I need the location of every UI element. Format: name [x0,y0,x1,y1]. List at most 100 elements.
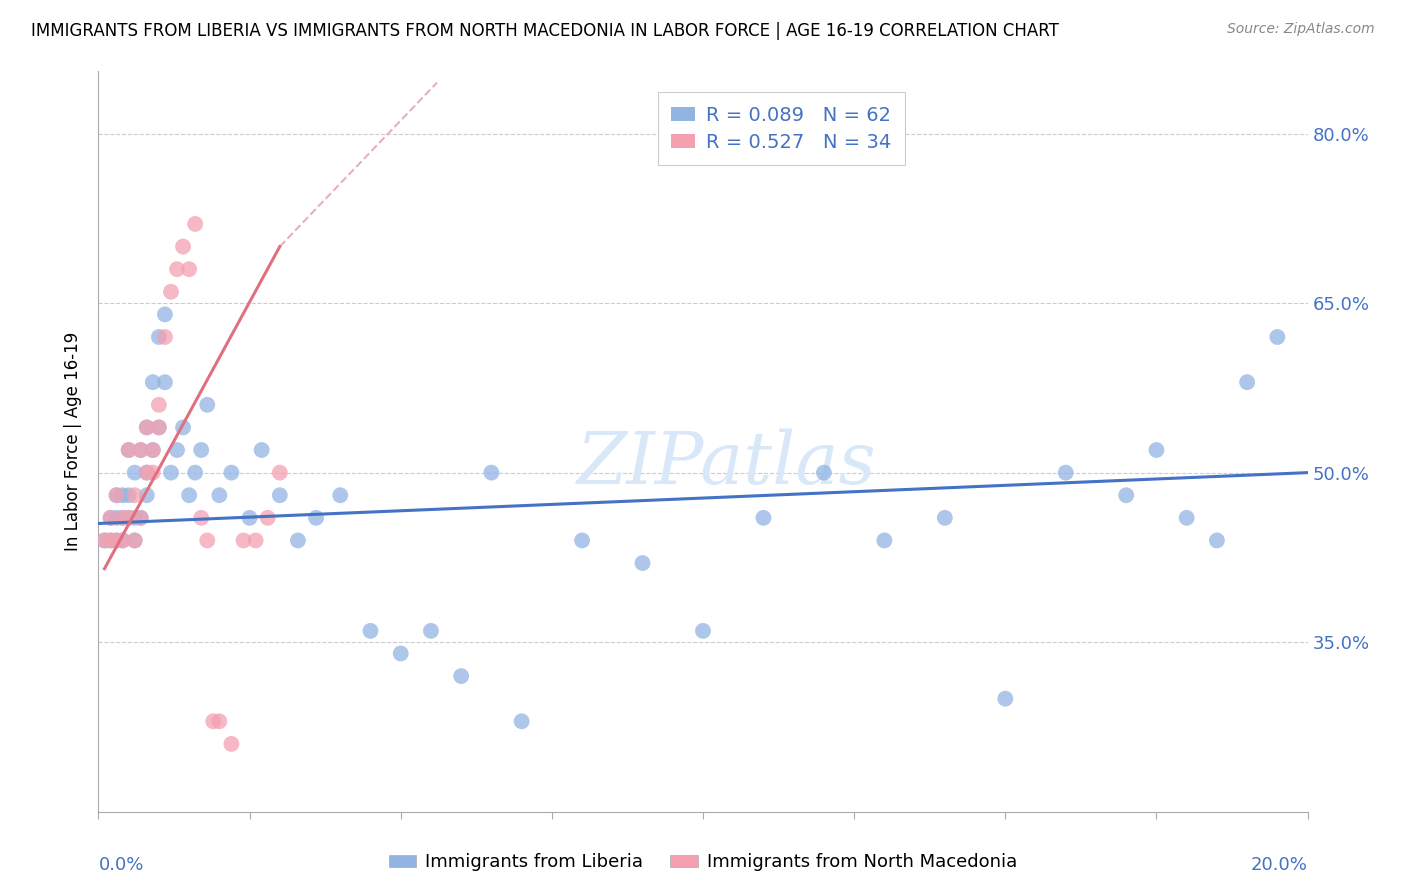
Point [148,420,170,434]
Point [269,466,291,480]
Point [934,511,956,525]
Point [752,511,775,525]
Point [124,466,146,480]
Point [129,443,152,458]
Point [118,443,141,458]
Y-axis label: In Labor Force | Age 16-19: In Labor Force | Age 16-19 [65,332,83,551]
Legend: Immigrants from Liberia, Immigrants from North Macedonia: Immigrants from Liberia, Immigrants from… [382,847,1024,879]
Point [208,714,231,729]
Point [190,511,212,525]
Point [118,488,141,502]
Point [305,511,328,525]
Point [142,443,165,458]
Point [184,466,207,480]
Text: IMMIGRANTS FROM LIBERIA VS IMMIGRANTS FROM NORTH MACEDONIA IN LABOR FORCE | AGE : IMMIGRANTS FROM LIBERIA VS IMMIGRANTS FR… [31,22,1059,40]
Point [135,420,157,434]
Point [166,443,188,458]
Point [142,443,165,458]
Point [153,307,176,321]
Point [1115,488,1137,502]
Point [105,488,128,502]
Point [179,262,201,277]
Point [221,737,243,751]
Point [142,375,165,389]
Point [111,511,134,525]
Point [1236,375,1258,389]
Point [329,488,352,502]
Point [129,511,152,525]
Point [111,533,134,548]
Point [111,488,134,502]
Point [148,398,170,412]
Point [153,330,176,344]
Point [287,533,309,548]
Point [172,239,194,253]
Point [1267,330,1289,344]
Point [93,533,115,548]
Point [481,466,503,480]
Point [153,375,176,389]
Point [389,647,412,661]
Point [994,691,1017,706]
Point [571,533,593,548]
Point [100,533,122,548]
Point [100,511,122,525]
Point [195,398,218,412]
Point [245,533,267,548]
Point [124,533,146,548]
Point [124,511,146,525]
Text: ZIPatlas: ZIPatlas [578,428,877,499]
Point [208,488,231,502]
Point [135,420,157,434]
Point [692,624,714,638]
Point [105,488,128,502]
Point [111,511,134,525]
Point [360,624,382,638]
Point [450,669,472,683]
Point [166,262,188,277]
Point [160,285,183,299]
Point [118,511,141,525]
Point [129,511,152,525]
Legend: R = 0.089   N = 62, R = 0.527   N = 34: R = 0.089 N = 62, R = 0.527 N = 34 [658,92,905,165]
Point [105,511,128,525]
Point [129,443,152,458]
Point [93,533,115,548]
Text: Source: ZipAtlas.com: Source: ZipAtlas.com [1227,22,1375,37]
Point [100,511,122,525]
Point [148,330,170,344]
Point [631,556,654,570]
Point [135,488,157,502]
Point [250,443,273,458]
Point [111,533,134,548]
Point [135,466,157,480]
Point [135,466,157,480]
Point [105,533,128,548]
Point [1206,533,1229,548]
Point [813,466,835,480]
Text: 20.0%: 20.0% [1251,856,1308,874]
Point [184,217,207,231]
Point [232,533,254,548]
Point [160,466,183,480]
Point [172,420,194,434]
Point [118,511,141,525]
Point [873,533,896,548]
Point [1144,443,1167,458]
Point [256,511,278,525]
Point [221,466,243,480]
Point [510,714,533,729]
Point [179,488,201,502]
Point [1054,466,1077,480]
Point [1175,511,1198,525]
Point [148,420,170,434]
Point [142,466,165,480]
Text: 0.0%: 0.0% [98,856,143,874]
Point [195,533,218,548]
Point [118,443,141,458]
Point [100,533,122,548]
Point [239,511,262,525]
Point [105,533,128,548]
Point [124,488,146,502]
Point [202,714,225,729]
